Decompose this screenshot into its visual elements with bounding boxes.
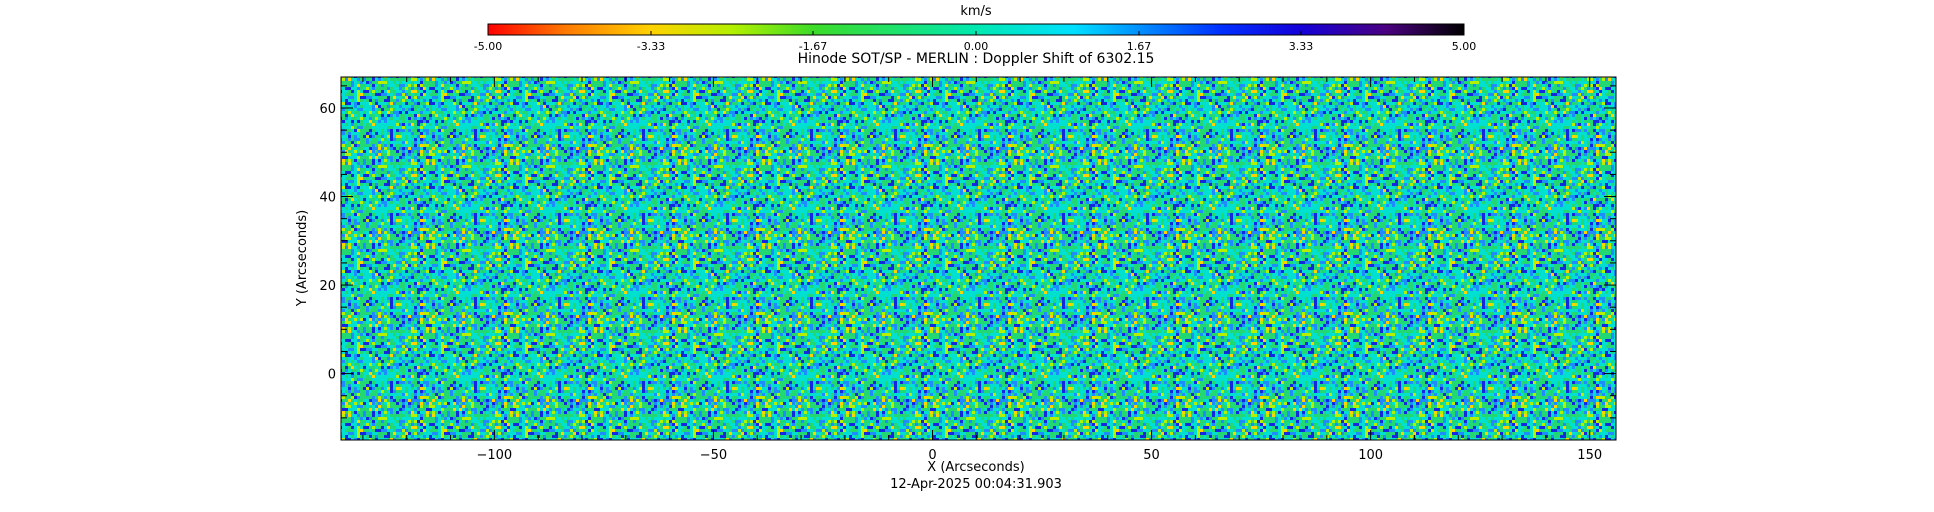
colorbar-tick-label: -3.33 [637, 40, 665, 53]
x-tick-label: −50 [700, 448, 727, 463]
x-tick-label: 150 [1577, 448, 1602, 463]
doppler-field [341, 77, 1616, 440]
y-tick-label: 0 [328, 368, 336, 383]
colorbar-tick-label: 5.00 [1452, 40, 1477, 53]
timestamp: 12-Apr-2025 00:04:31.903 [890, 477, 1062, 492]
chart-title: Hinode SOT/SP - MERLIN : Doppler Shift o… [798, 51, 1155, 67]
colorbar-tick-label: -5.00 [474, 40, 502, 53]
plot-frame [340, 76, 1617, 441]
x-tick-label: 0 [928, 448, 936, 463]
x-axis-label: X (Arcseconds) [927, 460, 1024, 475]
colorbar-ticks: -5.00 -3.33 -1.67 0.00 1.67 3.33 5.00 [474, 31, 1476, 53]
axis-ticks: −100 −50 0 50 100 150 0 20 40 60 [319, 77, 1616, 463]
x-tick-label: 50 [1143, 448, 1160, 463]
y-tick-label: 60 [319, 102, 336, 117]
y-axis-label: Y (Arcseconds) [295, 210, 310, 307]
colorbar-label: km/s [960, 4, 992, 19]
colorbar-tick-label: 0.00 [964, 40, 989, 53]
x-tick-label: 100 [1358, 448, 1383, 463]
colorbar-tick-label: 3.33 [1289, 40, 1314, 53]
x-tick-label: −100 [476, 448, 512, 463]
y-tick-label: 20 [319, 279, 336, 294]
colorbar-tick-label: 1.67 [1127, 40, 1152, 53]
colorbar-tick-label: -1.67 [799, 40, 827, 53]
y-tick-label: 40 [319, 191, 336, 206]
